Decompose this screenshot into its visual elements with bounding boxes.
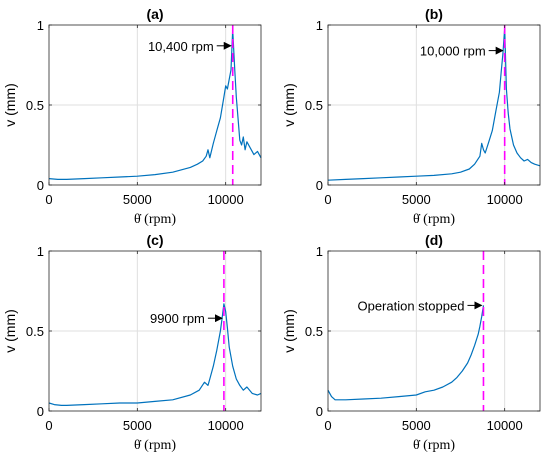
x-tick-label: 10000 bbox=[487, 418, 523, 433]
y-axis-label: v (mm) bbox=[2, 83, 18, 127]
x-tick-label: 0 bbox=[324, 418, 331, 433]
y-tick-label: 0 bbox=[316, 404, 323, 419]
x-axis-label: θ̇ (rpm) bbox=[134, 212, 176, 227]
y-tick-label: 1 bbox=[316, 244, 323, 259]
y-axis-label: v (mm) bbox=[2, 309, 18, 353]
x-tick-label: 5000 bbox=[402, 192, 431, 207]
x-axis-label: θ̇ (rpm) bbox=[134, 438, 176, 453]
y-tick-label: 1 bbox=[37, 18, 44, 33]
y-tick-label: 1 bbox=[37, 244, 44, 259]
x-axis-label: θ̇ (rpm) bbox=[413, 438, 455, 453]
x-tick-label: 0 bbox=[324, 192, 331, 207]
y-tick-label: 0.5 bbox=[305, 324, 323, 339]
annotation-label: 10,000 rpm bbox=[420, 44, 486, 59]
series-line-a bbox=[48, 29, 262, 180]
chart-title: (b) bbox=[425, 6, 443, 22]
chart-title: (a) bbox=[146, 6, 163, 22]
chart-panel-a: 0 5000 10000 0 0.5 1 (a) θ̇ (rpm) v (mm) 10,400 r… bbox=[2, 6, 262, 227]
chart-panel-b: 0 5000 10000 0 0.5 1 (b) θ̇ (rpm) v (mm) 10,000 r… bbox=[281, 6, 541, 227]
x-tick-label: 10000 bbox=[208, 192, 244, 207]
annotation-label: Operation stopped bbox=[357, 298, 464, 313]
annotation-label: 10,400 rpm bbox=[148, 39, 214, 54]
y-tick-label: 0 bbox=[37, 404, 44, 419]
chart-panel-c: 0 5000 10000 0 0.5 1 (c) θ̇ (rpm) v (mm) 9900 rpm bbox=[2, 232, 262, 453]
x-tick-label: 10000 bbox=[487, 192, 523, 207]
y-tick-label: 0.5 bbox=[26, 324, 44, 339]
x-tick-label: 10000 bbox=[208, 418, 244, 433]
chart-panel-d: 0 5000 10000 0 0.5 1 (d) θ̇ (rpm) v (mm) Operatio… bbox=[281, 232, 541, 453]
y-tick-label: 0.5 bbox=[305, 98, 323, 113]
x-axis-label: θ̇ (rpm) bbox=[413, 212, 455, 227]
series-line-d bbox=[327, 305, 485, 401]
series-line-c bbox=[48, 303, 262, 406]
x-tick-label: 0 bbox=[45, 418, 52, 433]
x-tick-label: 0 bbox=[45, 192, 52, 207]
chart-title: (d) bbox=[425, 232, 443, 248]
y-tick-label: 0.5 bbox=[26, 98, 44, 113]
x-tick-label: 5000 bbox=[402, 418, 431, 433]
y-tick-label: 0 bbox=[316, 178, 323, 193]
y-tick-label: 0 bbox=[37, 178, 44, 193]
y-tick-label: 1 bbox=[316, 18, 323, 33]
y-axis-label: v (mm) bbox=[281, 309, 297, 353]
annotation-label: 9900 rpm bbox=[150, 311, 205, 326]
x-tick-label: 5000 bbox=[123, 192, 152, 207]
series-line-b bbox=[327, 27, 541, 181]
y-axis-label: v (mm) bbox=[281, 83, 297, 127]
chart-title: (c) bbox=[146, 232, 163, 248]
x-tick-label: 5000 bbox=[123, 418, 152, 433]
